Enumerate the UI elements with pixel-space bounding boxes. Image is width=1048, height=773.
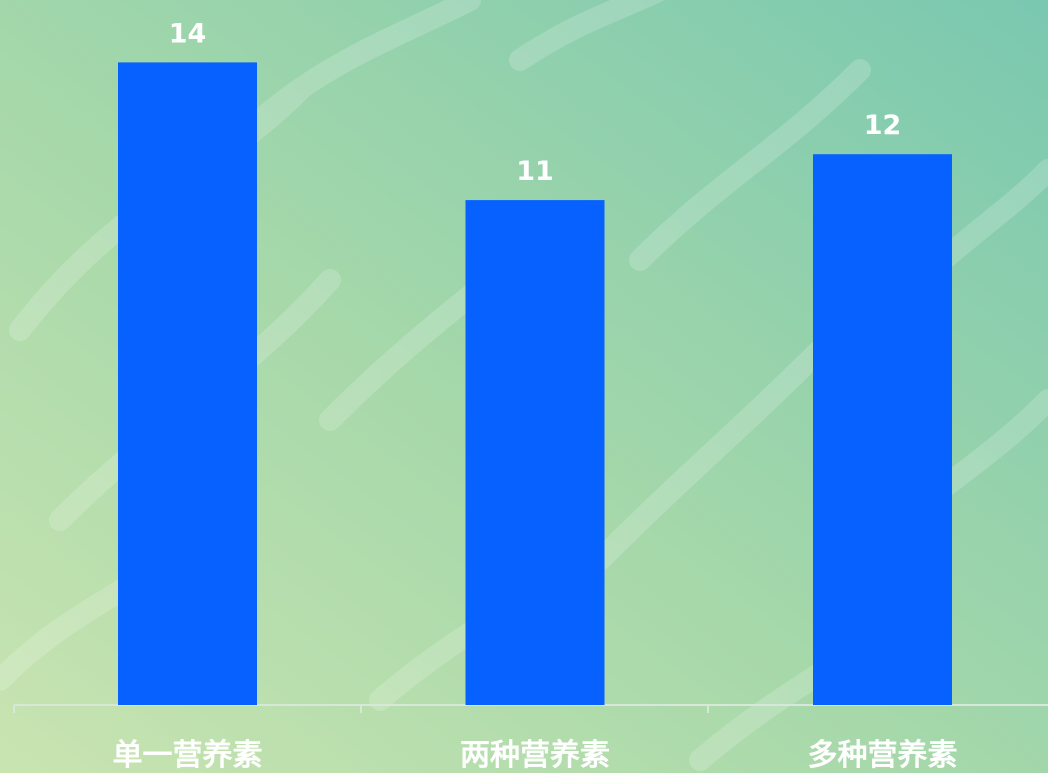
bar-series: [118, 62, 952, 705]
bar-1: [118, 62, 257, 705]
data-labels: 14 11 12: [169, 18, 902, 187]
x-axis-tick-labels: 单一营养素 两种营养素 多种营养素: [113, 738, 958, 773]
data-label-3: 12: [864, 110, 902, 141]
data-label-1: 14: [169, 18, 207, 49]
x-tick-label-2: 两种营养素: [460, 738, 610, 773]
x-tick-label-3: 多种营养素: [808, 738, 958, 773]
x-tick-label-1: 单一营养素: [113, 738, 263, 773]
data-label-2: 11: [516, 156, 554, 187]
bar-3: [813, 154, 952, 705]
bar-2: [465, 200, 605, 705]
